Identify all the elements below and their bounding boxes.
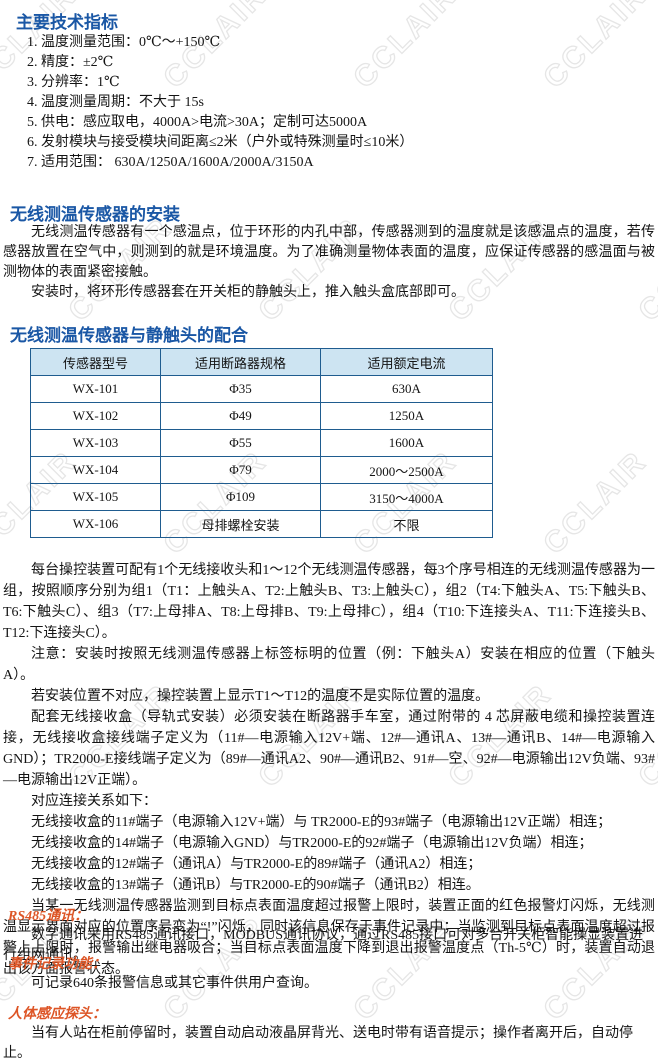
feature-heading-events: 事件记录功能： [8,957,106,972]
table-row: WX-101 Φ35 630A [30,375,493,403]
paragraph: 若安装位置不对应，操控装置上显示T1～T12的温度不是实际位置的温度。 [31,689,490,704]
sensor-table: 传感器型号 适用断路器规格 适用额定电流 WX-101 Φ35 630A WX-… [30,348,493,538]
paragraph: 无线接收盒的13#端子（通讯B）与TR2000-E的90#端子（通讯B2）相连。 [31,878,480,893]
cell-current: 不限 [320,510,493,538]
cell-model: WX-106 [30,510,161,538]
section-heading-install: 无线测温传感器的安装 [10,205,180,224]
watermark-text: CCLAIR [537,444,654,561]
cell-spec: Φ49 [160,402,321,430]
spec-item: 6. 发射模块与接受模块间距离≤2米（户外或特殊测量时≤10米） [27,135,414,150]
section-heading-matching: 无线测温传感器与静触头的配合 [10,326,248,345]
cell-model: WX-101 [30,375,161,403]
cell-model: WX-104 [30,456,161,484]
cell-spec: 母排螺栓安装 [160,510,321,538]
paragraph: 安装时，将环形传感器套在开关柜的静触头上，推入触头盒底部即可。 [31,285,465,300]
paragraph: 对应连接关系如下： [31,794,157,809]
spec-item: 7. 适用范围： 630A/1250A/1600A/2000A/3150A [27,155,314,170]
cell-model: WX-105 [30,483,161,511]
table-row: WX-106 母排螺栓安装 不限 [30,510,493,538]
paragraph: 每台操控装置可配有1个无线接收头和1～12个无线测温传感器，每3个序号相连的无线… [3,563,655,641]
matching-paragraphs: 每台操控装置可配有1个无线接收头和1～12个无线测温传感器，每3个序号相连的无线… [3,560,655,980]
feature-body-rs485: 数字通讯采用RS485通讯接口，MODBUS通讯协议，通过RS485接口可对多台… [3,928,644,963]
table-row: WX-102 Φ49 1250A [30,402,493,430]
col-header-rated-current: 适用额定电流 [320,348,493,376]
cell-model: WX-103 [30,429,161,457]
paragraph: 无线接收盒的11#端子（电源输入12V+端）与 TR2000-E的93#端子（电… [31,815,612,830]
cell-current: 630A [320,375,493,403]
cell-current: 1250A [320,402,493,430]
spec-item: 4. 温度测量周期：不大于 15s [27,95,204,110]
paragraph: 注意：安装时按照无线测温传感器上标签标明的位置（例：下触头A）安装在相应的位置（… [3,647,655,683]
cell-model: WX-102 [30,402,161,430]
table-header-row: 传感器型号 适用断路器规格 适用额定电流 [30,348,493,376]
paragraph: 配套无线接收盒（导轨式安装）必须安装在断路器手车室，通过附带的 4 芯屏蔽电缆和… [3,710,655,788]
spec-list: 1. 温度测量范围：0℃～+150℃ 2. 精度：±2℃ 3. 分辨率：1℃ 4… [27,33,627,173]
spec-item: 3. 分辨率：1℃ [27,75,120,90]
spec-item: 5. 供电：感应取电，4000A>电流>30A；定制可达5000A [27,115,368,130]
cell-spec: Φ55 [160,429,321,457]
feature-heading-human-sensor: 人体感应探头： [8,1007,106,1022]
paragraph: 当某一无线测温传感器监测到目标点表面温度超过报警上限时，装置正面的红色报警灯闪烁… [3,899,655,977]
cell-spec: Φ79 [160,456,321,484]
feature-body-human-sensor: 当有人站在柜前停留时，装置自动启动液晶屏背光、送电时带有语音提示；操作者离开后，… [3,1026,633,1061]
paragraph: 无线接收盒的12#端子（通讯A）与TR2000-E的89#端子（通讯A2）相连； [31,857,482,872]
col-header-model: 传感器型号 [30,348,161,376]
cell-spec: Φ35 [160,375,321,403]
spec-item: 2. 精度：±2℃ [27,55,114,70]
col-header-breaker-spec: 适用断路器规格 [160,348,321,376]
cell-current: 3150～4000A [320,483,493,511]
install-paragraphs: 无线测温传感器有一个感温点，位于环形的内孔中部，传感器测到的温度就是该感温点的温… [3,223,655,303]
cell-current: 1600A [320,429,493,457]
feature-body-events: 可记录640条报警信息或其它事件供用户查询。 [31,976,318,991]
cell-spec: Φ109 [160,483,321,511]
cell-current: 2000～2500A [320,456,493,484]
table-row: WX-104 Φ79 2000～2500A [30,456,493,484]
table-row: WX-103 Φ55 1600A [30,429,493,457]
spec-item: 1. 温度测量范围：0℃～+150℃ [27,35,221,50]
paragraph: 无线接收盒的14#端子（电源输入GND）与TR2000-E的92#端子（电源输出… [31,836,593,851]
section-heading-specs: 主要技术指标 [16,13,118,32]
feature-heading-rs485: RS485通讯： [8,909,89,924]
table-row: WX-105 Φ109 3150～4000A [30,483,493,511]
paragraph: 无线测温传感器有一个感温点，位于环形的内孔中部，传感器测到的温度就是该感温点的温… [3,225,655,280]
